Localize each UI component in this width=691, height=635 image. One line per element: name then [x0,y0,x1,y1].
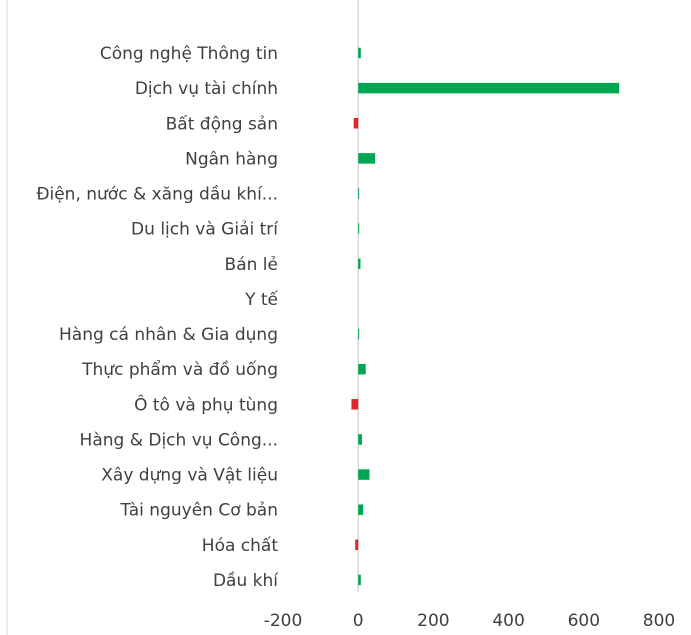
category-label: Tài nguyên Cơ bản [119,501,278,521]
category-label: Dầu khí [213,570,279,591]
x-tick-label: 800 [643,611,675,631]
bar [353,118,359,129]
category-label: Ô tô và phụ tùng [134,393,278,415]
bar [358,188,360,199]
category-label: Hàng & Dịch vụ Công... [80,430,278,450]
bar [355,539,359,551]
category-label: Ngân hàng [185,149,278,169]
x-tick-label: 200 [417,611,449,631]
bar [358,153,376,164]
bar [358,223,360,234]
x-tick-labels: -200 0 200 400 600 800 [264,611,676,631]
bar [358,434,362,445]
bar [358,469,370,480]
bar [358,47,361,59]
x-tick-label: 0 [353,611,364,631]
category-label: Xây dựng và Vật liệu [101,466,278,486]
category-label: Bán lẻ [225,255,278,275]
bar [358,258,361,270]
bar [358,363,366,375]
bars [351,47,620,586]
category-label: Hàng cá nhân & Gia dụng [59,325,278,345]
bar [358,82,620,94]
category-label: Bất động sản [166,113,278,134]
category-label: Điện, nước & xăng dầu khí... [36,184,278,205]
x-tick-label: -200 [264,611,303,631]
category-labels: Công nghệ Thông tin Dịch vụ tài chính Bất … [36,44,279,591]
category-label: Dịch vụ tài chính [135,79,278,99]
category-label: Y tế [244,289,278,310]
category-label: Du lịch và Giải trí [131,220,279,240]
bar [358,574,361,586]
x-tick-label: 400 [492,611,524,631]
x-tick-label: 600 [568,611,600,631]
category-label: Hóa chất [202,535,279,556]
bar [358,504,364,515]
category-label: Công nghệ Thông tin [100,44,278,64]
category-label: Thực phẩm và đồ uống [81,359,278,380]
bar [351,399,359,410]
bar [358,328,360,340]
